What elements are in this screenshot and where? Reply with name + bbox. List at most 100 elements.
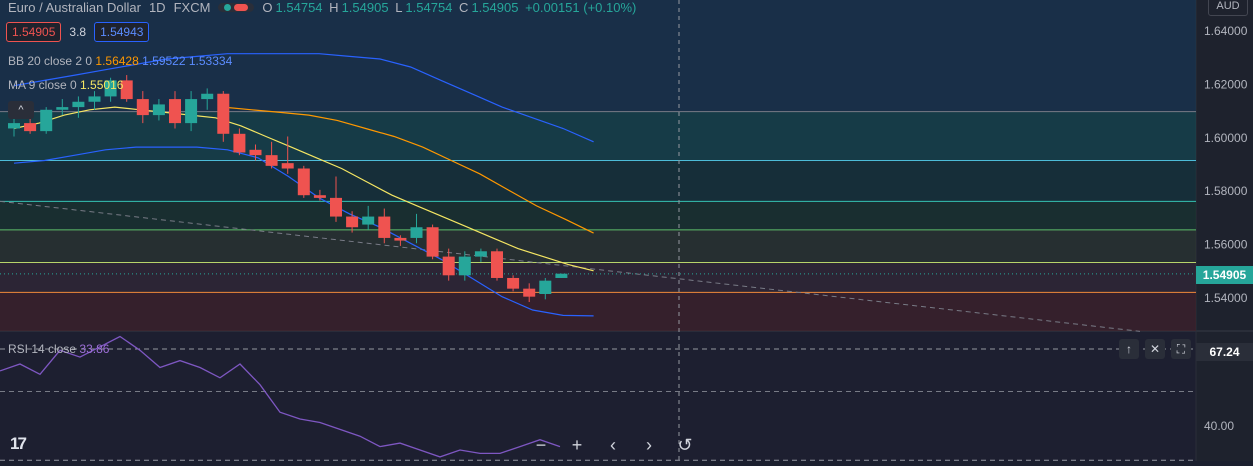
quote-boxes: 1.54905 3.8 1.54943	[6, 22, 150, 42]
ohlc-values: O 1.54754 H 1.54905 L 1.54754 C 1.54905 +0.0…	[262, 0, 639, 15]
fib-zone	[0, 292, 1196, 331]
chevron-up-icon: ^	[18, 104, 24, 116]
scroll-left-button[interactable]: ‹	[600, 433, 626, 457]
last-price-label: 1.54905	[1196, 266, 1253, 284]
bb-label: BB 20 close 2 0	[8, 54, 93, 68]
candle-body	[72, 101, 85, 108]
plus-icon: +	[571, 435, 583, 455]
ma-line	[13, 106, 594, 272]
candle-body	[8, 123, 20, 129]
close-label: C	[459, 0, 469, 15]
rsi-value: 33.86	[79, 342, 110, 356]
candle-body	[362, 216, 375, 225]
candle-body	[88, 96, 101, 102]
candle-body	[136, 99, 149, 116]
candle-body	[523, 288, 536, 297]
candle-body	[281, 163, 294, 169]
maximize-icon: ⛶	[1176, 342, 1186, 356]
candle-body	[378, 216, 391, 238]
candle-body	[539, 280, 552, 294]
fib-zone	[0, 201, 1196, 230]
candle-body	[56, 107, 69, 110]
candle-body	[233, 133, 246, 153]
price-tick-label: 1.64000	[1204, 24, 1248, 38]
buy-price-button[interactable]: 1.54943	[94, 22, 150, 42]
interval-label[interactable]: 1D	[148, 0, 166, 15]
candle-body	[507, 277, 520, 289]
candle-body	[169, 99, 181, 124]
candle-body	[426, 227, 439, 257]
low-label: L	[395, 0, 403, 15]
zoom-in-button[interactable]: +	[564, 433, 590, 457]
close-pane-button[interactable]: ✕	[1145, 339, 1165, 359]
data-delay-icon	[234, 3, 249, 11]
candle-body	[24, 123, 37, 132]
rsi-pane-bg	[0, 331, 1196, 461]
price-tick-label: 1.58000	[1204, 184, 1248, 198]
reset-chart-button[interactable]: ↺	[672, 433, 698, 457]
market-open-icon	[224, 3, 232, 11]
candle-body	[410, 227, 423, 238]
rsi-tick-label: 40.00	[1204, 419, 1234, 433]
currency-button[interactable]: AUD	[1208, 0, 1248, 16]
symbol-name[interactable]: Euro / Australian Dollar	[8, 0, 141, 15]
candle-body	[297, 168, 310, 196]
candle-body	[152, 104, 165, 116]
collapse-legend-button[interactable]: ^	[8, 101, 34, 119]
price-tick-label: 1.60000	[1204, 131, 1248, 145]
bb-legend[interactable]: BB 20 close 2 0 1.56428 1.59522 1.53334	[8, 54, 232, 68]
candle-body	[104, 80, 117, 97]
move-pane-up-button[interactable]: ↑	[1119, 339, 1139, 359]
trend-line	[0, 200, 1141, 332]
high-value: 1.54905	[341, 0, 389, 15]
candle-body	[249, 149, 262, 156]
ma-legend[interactable]: MA 9 close 0 1.55016	[8, 78, 123, 92]
symbol-header: Euro / Australian Dollar 1D FXCM O 1.5475…	[8, 0, 639, 15]
reset-icon: ↺	[677, 435, 693, 455]
fib-zone	[0, 262, 1196, 293]
bb-upper-line	[13, 53, 594, 143]
price-tick-label: 1.54000	[1204, 291, 1248, 305]
chevron-left-icon: ‹	[610, 435, 616, 455]
candle-body	[394, 237, 407, 241]
market-status-icons[interactable]	[218, 2, 255, 12]
candle-body	[442, 256, 455, 276]
maximize-pane-button[interactable]: ⛶	[1171, 339, 1191, 359]
scroll-right-button[interactable]: ›	[636, 433, 662, 457]
rsi-pane-controls: ↑ ✕ ⛶	[1119, 339, 1191, 359]
bb-basis-value: 1.56428	[95, 54, 139, 68]
price-tick-label: 1.62000	[1204, 77, 1248, 91]
low-value: 1.54754	[405, 0, 453, 15]
chart-navigation: − + ‹ › ↺	[528, 433, 698, 457]
sell-price-button[interactable]: 1.54905	[6, 22, 62, 42]
rsi-legend[interactable]: RSI 14 close 33.86	[8, 342, 109, 356]
rsi-current-label: 67.24	[1196, 343, 1253, 361]
candle-body	[313, 195, 326, 198]
candle-body	[474, 251, 487, 257]
candle-body	[346, 216, 359, 228]
candle-body	[40, 109, 53, 132]
arrow-up-icon: ↑	[1126, 342, 1132, 356]
price-axis-bg	[1196, 0, 1253, 461]
bb-basis-line	[223, 106, 594, 234]
tradingview-logo-icon[interactable]: 17	[10, 434, 27, 453]
open-label: O	[262, 0, 273, 15]
fib-zone	[0, 111, 1196, 161]
candle-body	[458, 256, 471, 276]
ma-value: 1.55016	[80, 78, 124, 92]
fib-zone	[0, 229, 1196, 263]
minus-icon: −	[535, 435, 547, 455]
candle-body	[120, 80, 133, 100]
candle-body	[185, 99, 198, 124]
candle-body	[330, 197, 342, 217]
candle-body	[491, 251, 503, 278]
close-icon: ✕	[1149, 342, 1161, 356]
candle-body	[201, 93, 214, 100]
ma-label: MA 9 close 0	[8, 78, 77, 92]
candle-body	[265, 155, 278, 166]
candle-body	[555, 273, 568, 278]
zoom-out-button[interactable]: −	[528, 433, 554, 457]
bb-upper-value: 1.59522	[142, 54, 186, 68]
